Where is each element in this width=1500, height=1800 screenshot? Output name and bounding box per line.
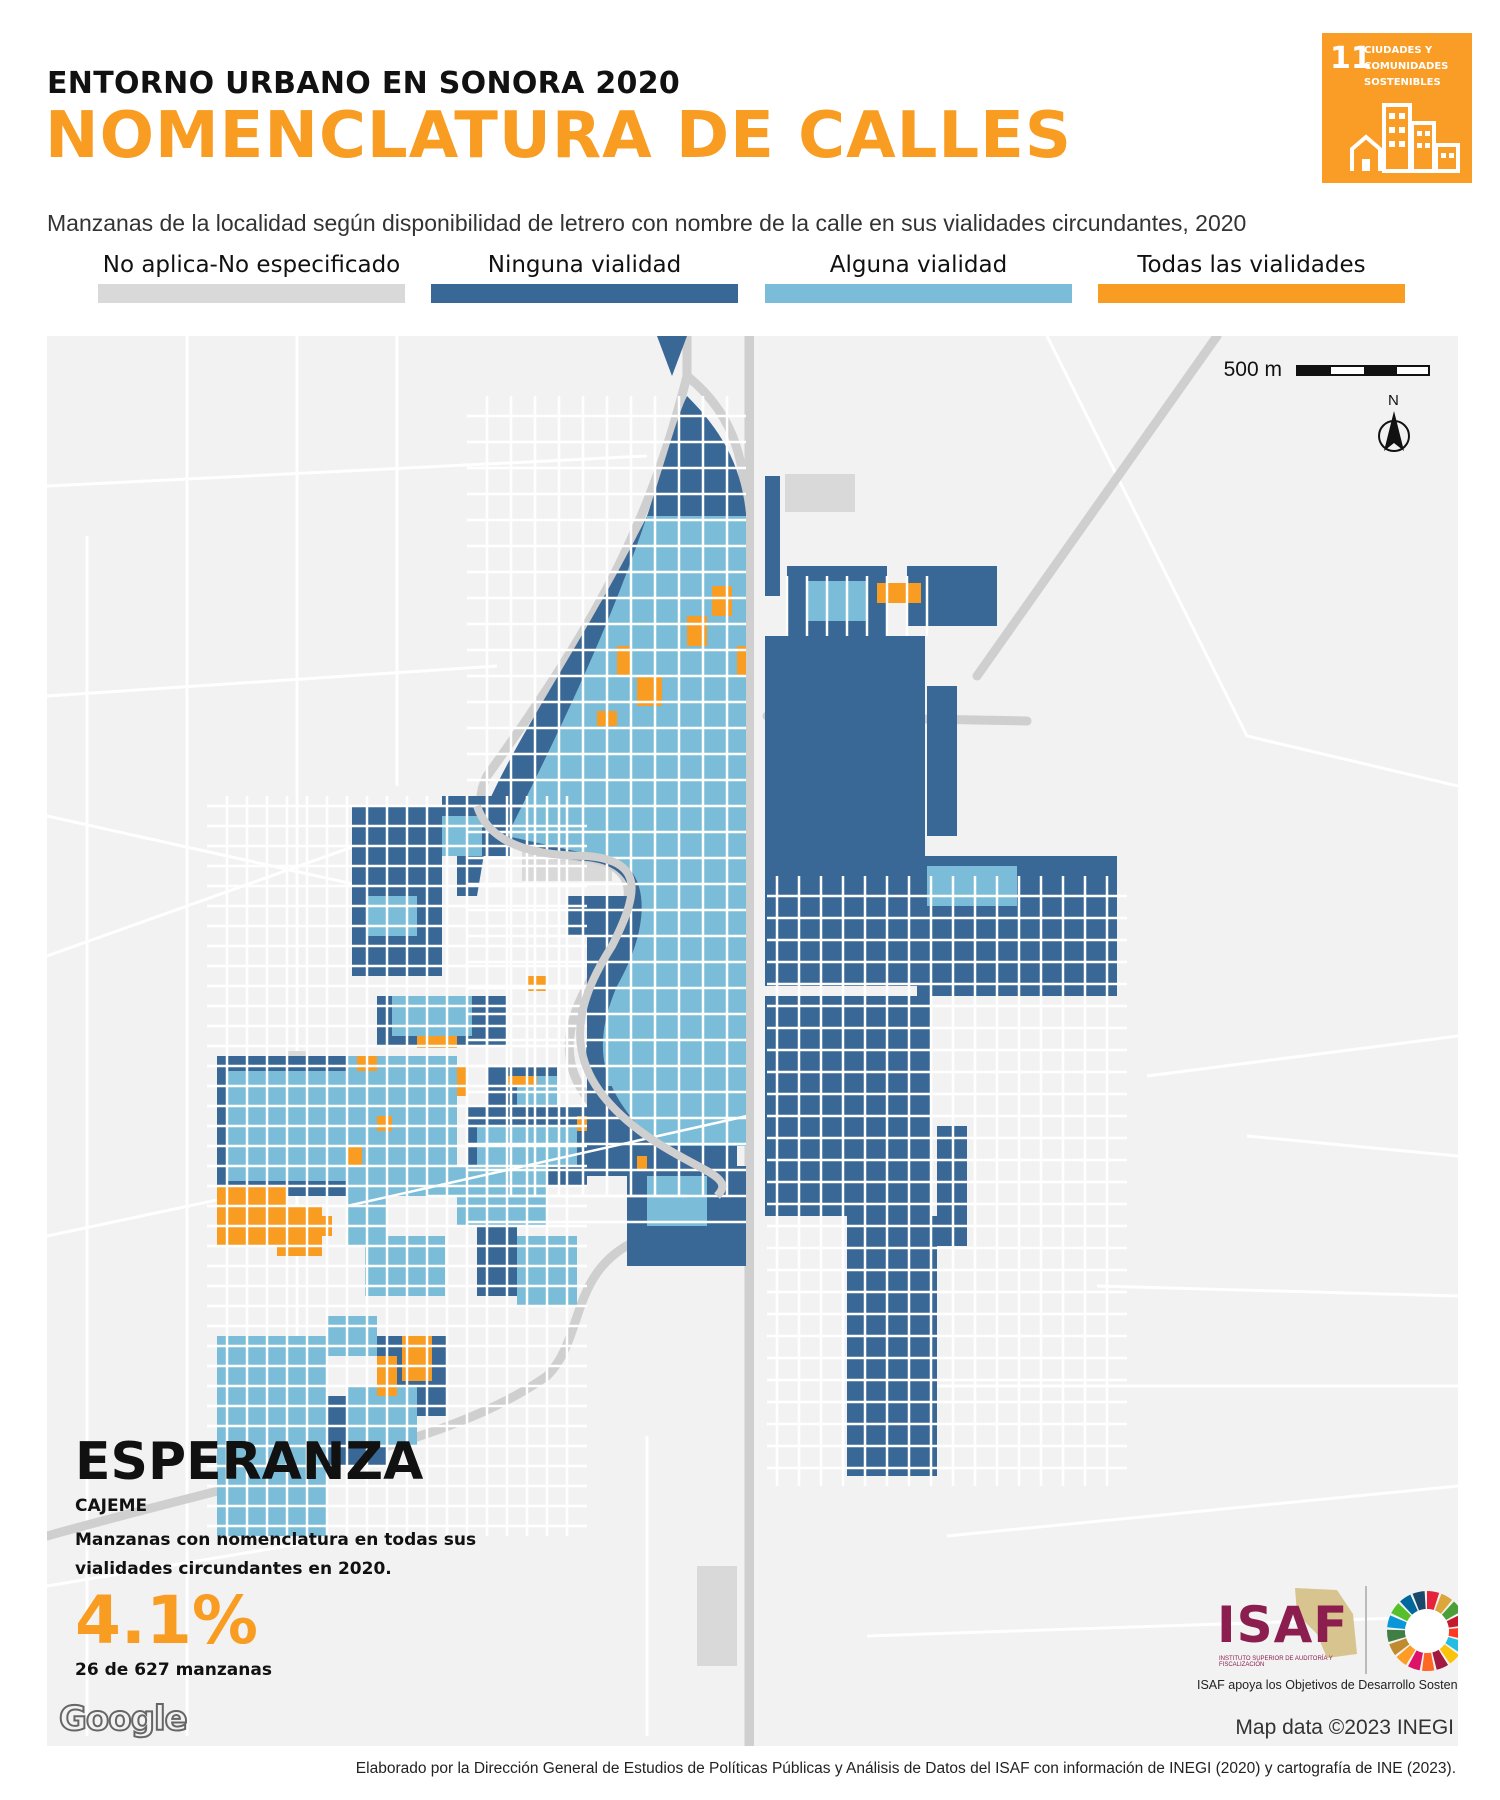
scale-bar: 500 m bbox=[1224, 358, 1430, 382]
legend-swatch bbox=[98, 284, 405, 303]
street-grid bbox=[207, 396, 1127, 1536]
sdg-wheel-segment bbox=[1439, 1644, 1458, 1664]
map[interactable]: 500 m N ESPERANZA CAJEME Manzanas con no… bbox=[47, 336, 1458, 1746]
supertitle: ENTORNO URBANO EN SONORA 2020 bbox=[47, 66, 681, 101]
legend-item-all: Todas las vialidades bbox=[1098, 250, 1405, 303]
sdg-wheel-segment bbox=[1387, 1629, 1406, 1642]
sdg-wheel-segment bbox=[1389, 1638, 1410, 1656]
scale-label: 500 m bbox=[1223, 358, 1282, 381]
block bbox=[637, 1156, 647, 1171]
highway bbox=[473, 336, 754, 1746]
block-count: 26 de 627 manzanas bbox=[75, 1660, 272, 1680]
north-label: N bbox=[1388, 392, 1399, 409]
sdg-wheel-segment bbox=[1412, 1591, 1426, 1611]
divider bbox=[1365, 1586, 1367, 1674]
block bbox=[617, 646, 632, 676]
locality-name: ESPERANZA bbox=[75, 1432, 424, 1492]
block bbox=[927, 686, 957, 836]
street bbox=[346, 1114, 748, 1208]
block bbox=[657, 336, 687, 376]
block bbox=[347, 1146, 362, 1166]
north-arrow-icon: N bbox=[1372, 391, 1422, 461]
google-logo: Google bbox=[58, 1698, 189, 1740]
sdg-wheel-segment bbox=[1422, 1652, 1435, 1671]
legend-item-some: Alguna vialidad bbox=[765, 250, 1072, 303]
legend-swatch bbox=[431, 284, 738, 303]
block bbox=[507, 1076, 537, 1086]
block bbox=[327, 1316, 377, 1356]
block bbox=[765, 996, 930, 1216]
block bbox=[847, 1216, 937, 1476]
locality-panel: ESPERANZA CAJEME Manzanas con nomenclatu… bbox=[75, 1436, 495, 1680]
sdg-label-line: SOSTENIBLES bbox=[1364, 77, 1441, 88]
legend-swatch bbox=[765, 284, 1072, 303]
isaf-institution: INSTITUTO SUPERIOR DE AUDITORÍA Y FISCAL… bbox=[1219, 1656, 1333, 1668]
sonora-shape-icon bbox=[1295, 1588, 1357, 1658]
block bbox=[907, 566, 997, 626]
sdg-wheel-segment bbox=[1441, 1601, 1458, 1621]
block bbox=[217, 1336, 327, 1536]
block bbox=[647, 1176, 707, 1226]
percent-value: 4.1% bbox=[75, 1582, 259, 1659]
sdg-label: CIUDADES Y COMUNIDADES SOSTENIBLES bbox=[1364, 43, 1448, 91]
legend-label: Ninguna vialidad bbox=[487, 252, 682, 278]
sdg-wheel-segment bbox=[1432, 1649, 1449, 1670]
legend-label: Todas las vialidades bbox=[1137, 252, 1366, 278]
block bbox=[457, 1066, 467, 1096]
block bbox=[377, 1116, 392, 1131]
sdg-wheel-segment bbox=[1408, 1650, 1423, 1671]
legend-label: No aplica-No especificado bbox=[102, 252, 401, 278]
block bbox=[392, 996, 472, 1036]
isaf-logo-block: ISAF INSTITUTO SUPERIOR DE AUDITORÍA Y F… bbox=[1157, 1576, 1458, 1696]
sdg-wheel-segment bbox=[1445, 1637, 1458, 1652]
sdg-wheel-segment bbox=[1434, 1593, 1453, 1614]
page-title: NOMENCLATURA DE CALLES bbox=[45, 99, 1072, 173]
legend: No aplica-No especificado Ninguna vialid… bbox=[98, 250, 1408, 310]
sdg-label-line: COMUNIDADES bbox=[1364, 61, 1449, 72]
block bbox=[367, 896, 417, 936]
sdg-wheel-segment bbox=[1446, 1615, 1458, 1628]
sdg-11-badge: 11 CIUDADES Y COMUNIDADES SOSTENIBLES bbox=[1322, 33, 1472, 183]
legend-swatch bbox=[1098, 284, 1405, 303]
sdg-wheel-segment bbox=[1427, 1591, 1440, 1611]
block bbox=[712, 586, 732, 616]
legend-item-na: No aplica-No especificado bbox=[98, 250, 405, 303]
block bbox=[927, 866, 1017, 906]
legend-label: Alguna vialidad bbox=[829, 252, 1008, 278]
isaf-logo: ISAF bbox=[1217, 1596, 1349, 1654]
block bbox=[877, 583, 921, 603]
legend-item-none: Ninguna vialidad bbox=[431, 250, 738, 303]
block bbox=[765, 476, 780, 596]
sdg-wheel-icon bbox=[1387, 1591, 1458, 1671]
isaf-tagline: ISAF apoya los Objetivos de Desarrollo S… bbox=[1197, 1678, 1458, 1692]
footnote: Elaborado por la Dirección General de Es… bbox=[355, 1760, 1456, 1777]
map-canvas bbox=[47, 336, 1458, 1746]
sdg-number: 11 bbox=[1330, 41, 1372, 76]
block bbox=[607, 1036, 647, 1086]
block bbox=[765, 876, 915, 986]
city-buildings-icon bbox=[1350, 103, 1460, 173]
sdg-wheel-segment bbox=[1448, 1628, 1458, 1638]
sdg-wheel-segment bbox=[1387, 1615, 1407, 1629]
block bbox=[442, 816, 482, 856]
subtitle: Manzanas de la localidad según disponibi… bbox=[47, 210, 1247, 236]
sdg-wheel-segment bbox=[1391, 1603, 1412, 1622]
scale-bar-graphic bbox=[1296, 364, 1430, 376]
municipality-name: CAJEME bbox=[75, 1496, 148, 1516]
locality-description: Manzanas con nomenclatura en todas sus v… bbox=[75, 1530, 477, 1579]
block bbox=[807, 581, 867, 621]
sdg-label-line: CIUDADES Y bbox=[1364, 45, 1433, 56]
sdg-wheel-segment bbox=[1400, 1594, 1418, 1615]
sdg-wheel-segment bbox=[1396, 1645, 1416, 1666]
map-attribution: Map data ©2023 INEGI bbox=[1235, 1716, 1454, 1739]
block bbox=[217, 1186, 287, 1246]
